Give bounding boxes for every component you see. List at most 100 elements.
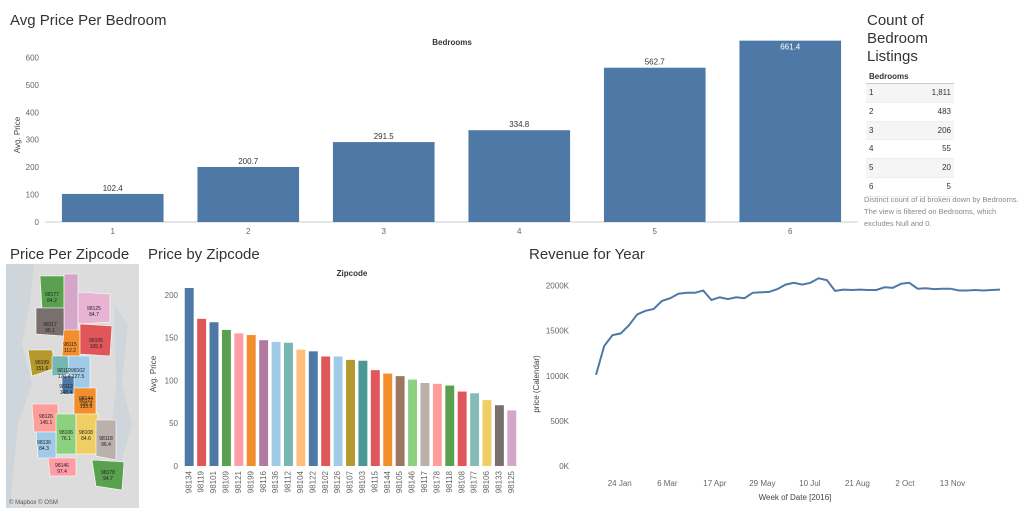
zipcode-value-label: 84.2	[47, 298, 57, 304]
zipcode-bar[interactable]	[234, 333, 244, 466]
zipcode-bar[interactable]	[432, 383, 442, 466]
zipcode-bar[interactable]	[494, 405, 504, 466]
zipcode-x-tick: 98117	[420, 470, 429, 492]
zipcode-region[interactable]	[63, 273, 79, 333]
zipcode-region[interactable]	[47, 457, 77, 477]
revenue-x-tick: 17 Apr	[703, 479, 726, 488]
zipcode-bar[interactable]	[197, 318, 207, 466]
zipcode-value-label: 151.6	[36, 366, 49, 372]
zipcode-x-tick: 98122	[308, 470, 317, 493]
row-bedrooms: 5	[869, 163, 874, 173]
zipcode-bar[interactable]	[420, 382, 430, 466]
zipcode-value-label: 133.5	[80, 404, 93, 410]
zipcode-x-tick: 98146	[408, 470, 417, 493]
count-title-line-1: Count of	[867, 12, 924, 29]
zipcode-region[interactable]	[91, 459, 125, 491]
zipcode-x-tick: 98178	[432, 470, 441, 493]
zipcode-x-tick: 98109	[222, 470, 231, 493]
zipcode-value-label: 148.4	[60, 390, 73, 396]
zipcode-y-tick: 200	[165, 291, 179, 300]
zipcode-value-label: 95.1	[45, 328, 55, 334]
bedroom-bar[interactable]	[468, 130, 571, 222]
zipcode-label: 98112	[59, 384, 73, 390]
zipcode-y-tick: 0	[174, 462, 179, 471]
puget-sound	[6, 264, 34, 508]
row-bedrooms: 1	[869, 88, 874, 97]
row-bedrooms: 4	[869, 144, 874, 154]
revenue-x-tick: 10 Jul	[799, 479, 821, 488]
zipcode-bar[interactable]	[221, 329, 231, 466]
revenue-x-tick: 29 May	[749, 479, 775, 488]
zipcode-bar[interactable]	[308, 351, 318, 466]
zipcode-value-label: 84.7	[89, 312, 99, 318]
zipcode-bar[interactable]	[408, 379, 418, 466]
zipcode-label: 98178	[101, 470, 115, 476]
table-header: Bedrooms	[866, 70, 954, 84]
bedroom-bar[interactable]	[739, 40, 842, 222]
zipcode-label: 98125	[87, 306, 101, 312]
zipcode-bar[interactable]	[209, 322, 219, 466]
zipcode-bar[interactable]	[358, 360, 368, 466]
zipcode-label: 98144	[79, 396, 93, 402]
zipcode-x-tick: 98103	[358, 470, 367, 493]
table-row: 4 55	[866, 140, 954, 160]
bedroom-y-tick: 200	[26, 163, 40, 172]
zipcode-x-tick: 98107	[346, 470, 355, 493]
zipcode-bar[interactable]	[333, 356, 343, 466]
bedroom-count-table: Bedrooms 1 1,811 2 483 3 206 4 55 5 20 6 5	[866, 70, 954, 197]
revenue-line-chart: price (Calendar) Week of Date [2016] 0K 5…	[532, 277, 1001, 502]
revenue-x-axis-label: Week of Date [2016]	[759, 493, 832, 502]
zipcode-y-tick: 50	[169, 419, 178, 428]
zipcode-bar[interactable]	[184, 287, 194, 466]
zipcode-x-tick: 98126	[333, 470, 342, 493]
zipcode-x-tick: 98119	[197, 470, 206, 492]
zipcode-bar[interactable]	[507, 410, 517, 466]
bedroom-x-tick: 6	[788, 227, 793, 236]
zipcode-label: 98126	[39, 414, 53, 420]
zipcode-bar[interactable]	[395, 376, 405, 466]
zipcode-bar[interactable]	[296, 349, 306, 466]
bedroom-bar[interactable]	[603, 67, 706, 222]
zipcode-bar[interactable]	[482, 400, 492, 466]
revenue-y-tick: 2000K	[546, 282, 570, 291]
zipcode-label: 98119	[57, 368, 71, 374]
revenue-x-tick: 24 Jan	[608, 479, 632, 488]
zipcode-bar[interactable]	[383, 373, 393, 466]
zipcode-x-tick: 98144	[383, 470, 392, 493]
row-count: 483	[937, 106, 951, 116]
map-title: Price Per Zipcode	[10, 246, 130, 263]
zipcode-bar[interactable]	[370, 370, 380, 466]
bedroom-bar[interactable]	[197, 166, 300, 222]
zipcode-bar[interactable]	[445, 385, 455, 466]
revenue-y-axis-label: price (Calendar)	[532, 355, 541, 413]
revenue-x-tick: 21 Aug	[845, 479, 870, 488]
zipcode-region[interactable]	[79, 323, 113, 357]
revenue-y-tick: 500K	[550, 417, 569, 426]
zipcode-label: 98199	[35, 360, 49, 366]
zipcode-region[interactable]	[95, 419, 117, 461]
zipcode-label: 98118	[99, 436, 113, 442]
zipcode-label: 98122	[79, 398, 93, 404]
zipcode-bar[interactable]	[470, 393, 480, 466]
zipcode-bar[interactable]	[346, 359, 355, 466]
zipcode-value-label: 112.2	[64, 348, 76, 354]
zipcode-bar[interactable]	[259, 340, 269, 466]
row-bedrooms: 2	[869, 106, 874, 116]
zipcode-region[interactable]	[77, 291, 111, 325]
bedroom-x-tick: 3	[382, 227, 387, 236]
bedroom-bar[interactable]	[61, 193, 164, 222]
zipcode-x-tick: 98199	[246, 470, 255, 493]
table-row: 2 483	[866, 103, 954, 122]
zipcode-bar[interactable]	[271, 341, 281, 466]
zipcode-bar[interactable]	[246, 335, 256, 466]
zipcode-bar[interactable]	[321, 356, 331, 466]
zipcode-label: 98146	[55, 463, 69, 469]
row-count: 206	[937, 125, 951, 135]
zipcode-bar[interactable]	[283, 342, 293, 466]
bedroom-bar[interactable]	[332, 142, 435, 222]
zipcode-value-label: 145.1	[40, 420, 53, 426]
bedroom-x-tick: 5	[653, 227, 658, 236]
zipcode-map[interactable]: 98177 84.2 98125 84.7 98117 95.1 98115 112.2 981…	[6, 264, 139, 508]
zipcode-bar[interactable]	[457, 391, 467, 466]
zipcode-x-tick: 98101	[209, 470, 218, 493]
